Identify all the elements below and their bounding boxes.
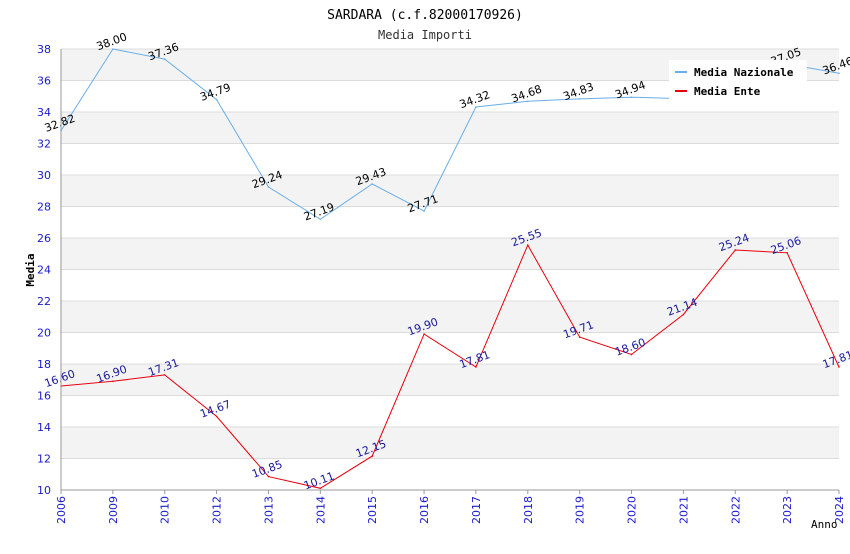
data-point <box>267 475 270 478</box>
data-label: 34.79 <box>198 81 232 104</box>
y-tick-label: 24 <box>37 264 51 277</box>
y-tick-label: 30 <box>37 169 51 182</box>
y-tick-label: 14 <box>37 421 51 434</box>
data-point <box>475 366 477 368</box>
data-point <box>371 183 374 185</box>
grid-band <box>61 427 839 459</box>
x-tick-label: 2006 <box>55 496 68 524</box>
y-tick-label: 12 <box>37 453 51 466</box>
data-point <box>319 218 322 221</box>
data-point <box>423 333 425 335</box>
grid-band <box>61 301 839 333</box>
y-axis-label: Media <box>24 253 37 286</box>
x-tick-label: 2012 <box>211 496 224 524</box>
data-point <box>786 252 788 254</box>
data-point <box>475 106 477 108</box>
y-tick-label: 18 <box>37 358 51 371</box>
data-point <box>163 58 166 60</box>
y-tick-label: 38 <box>37 43 51 56</box>
data-label: 34.68 <box>510 83 544 106</box>
x-tick-label: 2024 <box>833 496 846 524</box>
legend-label: Media Nazionale <box>694 66 794 79</box>
data-point <box>527 100 529 103</box>
y-tick-label: 20 <box>37 327 51 340</box>
data-point <box>838 366 840 368</box>
data-point <box>267 186 270 188</box>
y-tick-label: 16 <box>37 390 51 403</box>
data-point <box>319 487 322 490</box>
data-label: 34.83 <box>561 80 595 103</box>
y-tick-label: 10 <box>37 484 51 497</box>
x-tick-label: 2019 <box>574 496 587 524</box>
y-tick-label: 36 <box>37 75 51 88</box>
x-tick-label: 2018 <box>522 496 535 524</box>
legend: Media Nazionale Media Ente <box>669 60 807 102</box>
grid-band <box>61 175 839 207</box>
data-point <box>423 210 425 212</box>
data-point <box>578 98 581 100</box>
chart-title: SARDARA (c.f.82000170926) <box>327 8 523 23</box>
x-tick-label: 2009 <box>107 496 120 524</box>
x-tick-label: 2010 <box>159 496 172 524</box>
grid-band <box>61 238 839 270</box>
grid-band <box>61 364 839 396</box>
data-point <box>630 353 633 356</box>
legend-box <box>669 60 807 102</box>
y-tick-label: 22 <box>37 295 51 308</box>
data-point <box>682 313 685 316</box>
x-tick-label: 2015 <box>366 496 379 524</box>
x-tick-label: 2017 <box>470 496 483 524</box>
y-tick-label: 34 <box>37 106 51 119</box>
series-line-media-ente <box>60 243 840 489</box>
grid-bands <box>61 49 839 459</box>
y-tick-label: 28 <box>37 201 51 214</box>
x-tick-label: 2021 <box>677 496 690 524</box>
y-tick-label: 26 <box>37 232 51 245</box>
x-tick-label: 2022 <box>729 496 742 524</box>
grid-band <box>61 112 839 144</box>
data-point <box>838 72 840 75</box>
data-point <box>630 96 633 98</box>
data-point <box>215 98 218 101</box>
y-tick-label: 32 <box>37 138 51 151</box>
legend-label: Media Ente <box>694 85 761 98</box>
data-point <box>734 249 737 251</box>
x-tick-label: 2023 <box>781 496 794 524</box>
x-tick-label: 2020 <box>626 496 639 524</box>
data-point <box>371 455 374 457</box>
data-label: 14.67 <box>198 398 232 421</box>
data-point <box>112 380 114 383</box>
data-label: 34.32 <box>458 88 492 111</box>
chart-subtitle: Media Importi <box>378 28 472 42</box>
data-point <box>163 374 166 376</box>
x-tick-label: 2016 <box>418 496 431 524</box>
data-point <box>578 336 581 338</box>
data-point <box>215 415 218 418</box>
data-point <box>527 244 529 246</box>
data-label: 18.60 <box>613 336 647 359</box>
x-axis-label: Anno <box>811 518 838 531</box>
data-label: 10.11 <box>302 469 336 492</box>
x-tick-label: 2013 <box>262 496 275 524</box>
data-point <box>112 48 114 50</box>
x-tick-label: 2014 <box>314 496 327 524</box>
